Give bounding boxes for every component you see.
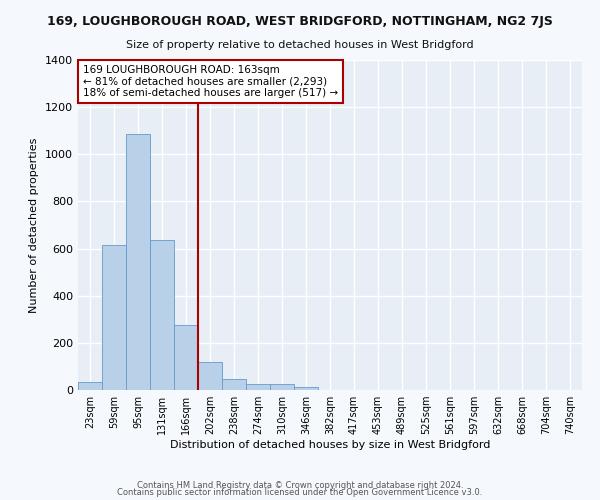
Text: Contains public sector information licensed under the Open Government Licence v3: Contains public sector information licen… (118, 488, 482, 497)
Bar (102, 245, 126, 390)
Bar (198, 362, 222, 390)
Bar (78, 382, 102, 390)
Bar (294, 387, 318, 390)
Bar (222, 378, 246, 390)
Text: 169 LOUGHBOROUGH ROAD: 163sqm
← 81% of detached houses are smaller (2,293)
18% o: 169 LOUGHBOROUGH ROAD: 163sqm ← 81% of d… (83, 65, 338, 98)
Bar (270, 384, 294, 390)
Text: 169, LOUGHBOROUGH ROAD, WEST BRIDGFORD, NOTTINGHAM, NG2 7JS: 169, LOUGHBOROUGH ROAD, WEST BRIDGFORD, … (47, 15, 553, 28)
Bar (126, 134, 150, 390)
Text: Size of property relative to detached houses in West Bridgford: Size of property relative to detached ho… (126, 40, 474, 50)
X-axis label: Distribution of detached houses by size in West Bridgford: Distribution of detached houses by size … (170, 440, 490, 450)
Bar (174, 325, 198, 390)
Text: Contains HM Land Registry data © Crown copyright and database right 2024.: Contains HM Land Registry data © Crown c… (137, 480, 463, 490)
Bar (150, 240, 174, 390)
Y-axis label: Number of detached properties: Number of detached properties (29, 138, 40, 312)
Bar (246, 384, 270, 390)
